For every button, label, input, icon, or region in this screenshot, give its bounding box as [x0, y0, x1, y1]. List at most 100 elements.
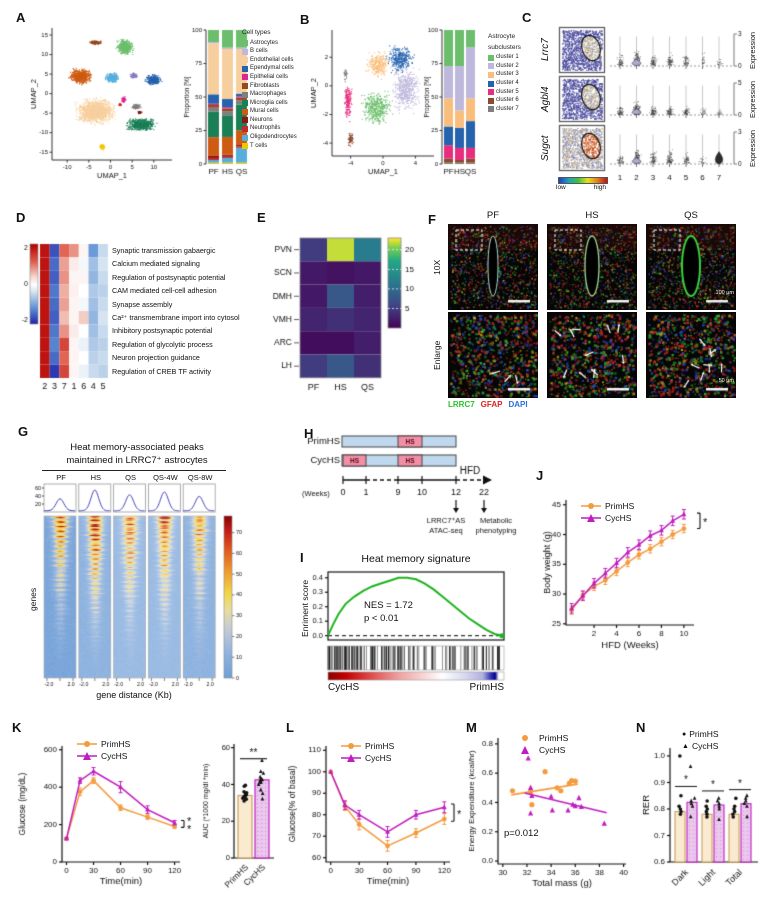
panel-n: N ●PrimHS▲CycHS: [636, 720, 762, 907]
gsea-title: Heat memory signature: [361, 553, 471, 565]
subcluster-proportion-bar: [420, 20, 488, 190]
gene-label-sugct: Sugct: [540, 135, 551, 161]
micrograph-col-hs: HS: [585, 210, 599, 221]
scale-high-label: high: [593, 184, 606, 191]
legend-item: T cells: [242, 142, 302, 151]
legend-row: CycHS: [580, 512, 634, 524]
legend-swatch: [242, 117, 248, 124]
stain-label: GFAP: [480, 400, 503, 409]
featureplot-agbl4: [558, 75, 606, 123]
legend-marker-circle: [514, 733, 536, 743]
legend-item: Macrophages: [242, 90, 302, 99]
go-term-label: Regulation of postsynaptic potential: [112, 272, 226, 282]
legend-item: cluster 3: [488, 71, 534, 80]
gene-distance-label: gene distance (Kb): [96, 690, 172, 700]
bodyweight-legend: PrimHS CycHS: [580, 500, 634, 524]
celltype-legend-label: Macrophages: [250, 91, 287, 98]
legend-swatch: [488, 71, 494, 78]
micrograph-col-pf: PF: [486, 210, 500, 221]
celltype-legend-label: Neutrophils: [250, 125, 281, 132]
panel-e: E: [254, 206, 440, 402]
expression-colorscale: [558, 177, 608, 184]
itt-glucose-chart: [282, 720, 464, 907]
ee-legend: PrimHS CycHS: [514, 732, 568, 756]
celltype-legend-label: Microglia cells: [250, 99, 288, 106]
expression-axis-label-1: Expression: [748, 31, 757, 69]
legend-item: Neurons: [242, 116, 302, 125]
panel-d: D Synaptic transmission gabaergicCalcium…: [14, 206, 264, 398]
legend-swatch: [242, 57, 248, 64]
panel-a-label: A: [16, 10, 26, 25]
expression-axis-label-3: Expression: [748, 129, 757, 167]
legend-item: Microglia cells: [242, 99, 302, 108]
gene-label-lrrc7: Lrrc7: [540, 38, 551, 62]
legend-item: cluster 2: [488, 62, 534, 71]
go-term-label: Calcium mediated signaling: [112, 259, 200, 269]
legend-swatch: [488, 54, 494, 61]
legend-item: cluster 5: [488, 88, 534, 97]
legend-marker-circle: [340, 741, 362, 751]
go-term-label: Synaptic transmission gabaergic: [112, 246, 216, 255]
panel-c: C Lrrc7 Agbl4 Sugct Expression Expressio…: [522, 8, 762, 206]
expression-axis-label-2: Expression: [748, 80, 757, 118]
rer-legend: ● PrimHS ▲ CycHS: [682, 728, 719, 752]
subcluster-legend-title1: Astrocyte: [488, 33, 516, 40]
subcluster-legend-label: cluster 4: [496, 80, 519, 87]
legend-series-name: CycHS: [691, 740, 719, 751]
legend-marker-triangle: [76, 751, 98, 761]
subcluster-legend-label: cluster 2: [496, 62, 519, 69]
panel-i: I Heat memory signature Enriment score N…: [298, 550, 536, 718]
celltype-legend-label: Astrocytes: [250, 39, 279, 46]
legend-series-name: PrimHS: [539, 732, 569, 743]
legend-item: cluster 7: [488, 105, 534, 114]
energy-expenditure-scatter: [462, 720, 636, 907]
gsea-plot: [298, 564, 536, 704]
legend-swatch: [242, 125, 248, 132]
brain-region-heatmap: [254, 206, 440, 402]
legend-marker-glyph: ▲: [682, 742, 689, 750]
legend-row: CycHS: [514, 744, 568, 756]
legend-item: Neutrophils: [242, 125, 302, 134]
legend-series-name: PrimHS: [365, 740, 395, 751]
legend-marker-triangle: [514, 745, 536, 755]
legend-row: CycHS: [340, 752, 394, 764]
itt-legend: PrimHS CycHS: [340, 740, 394, 764]
legend-series-name: CycHS: [101, 750, 128, 761]
legend-item: Oligodendrocytes: [242, 133, 302, 142]
body-weight-chart: [536, 438, 762, 678]
legend-item: cluster 4: [488, 79, 534, 88]
gtt-legend: PrimHS CycHS: [76, 738, 130, 762]
legend-swatch: [242, 134, 248, 141]
legend-marker-circle: [580, 501, 602, 511]
legend-item: Epithelial cells: [242, 73, 302, 82]
legend-swatch: [488, 89, 494, 96]
celltype-legend-label: B cells: [250, 48, 268, 55]
celltype-legend: Cell types Astrocytes B cells Endothelial c…: [242, 28, 302, 150]
go-term-heatmap: [14, 206, 264, 398]
legend-series-name: CycHS: [605, 512, 632, 523]
umap-all-cells: [26, 22, 176, 192]
celltype-legend-label: Epithelial cells: [250, 73, 289, 80]
go-term-label: Ca²⁺ transmembrane import into cytosol: [112, 313, 240, 322]
legend-row: PrimHS: [580, 500, 634, 512]
legend-swatch: [242, 83, 248, 90]
legend-item: Mural cells: [242, 108, 302, 117]
row-label-10x: 10X: [432, 259, 442, 275]
panel-f: F PF HS QS 10X Enlarge 100 μm 50 μm LRRC…: [428, 206, 762, 412]
go-term-label: Regulation of glycolytic process: [112, 339, 213, 349]
gsea-right-group: PrimHS: [469, 682, 504, 693]
panel-g: G Heat memory-associated peaks maintaine…: [14, 424, 296, 716]
panel-f-label: F: [428, 212, 436, 227]
subcluster-legend-title2: subclusters: [488, 43, 521, 51]
legend-item: cluster 1: [488, 54, 534, 63]
subcluster-legend-label: cluster 5: [496, 88, 519, 95]
celltype-legend-label: Fibroblasts: [250, 82, 280, 89]
celltype-legend-label: Neurons: [250, 116, 273, 123]
featureplot-lrrc7: [558, 26, 606, 74]
celltype-legend-title: Cell types: [242, 29, 271, 36]
